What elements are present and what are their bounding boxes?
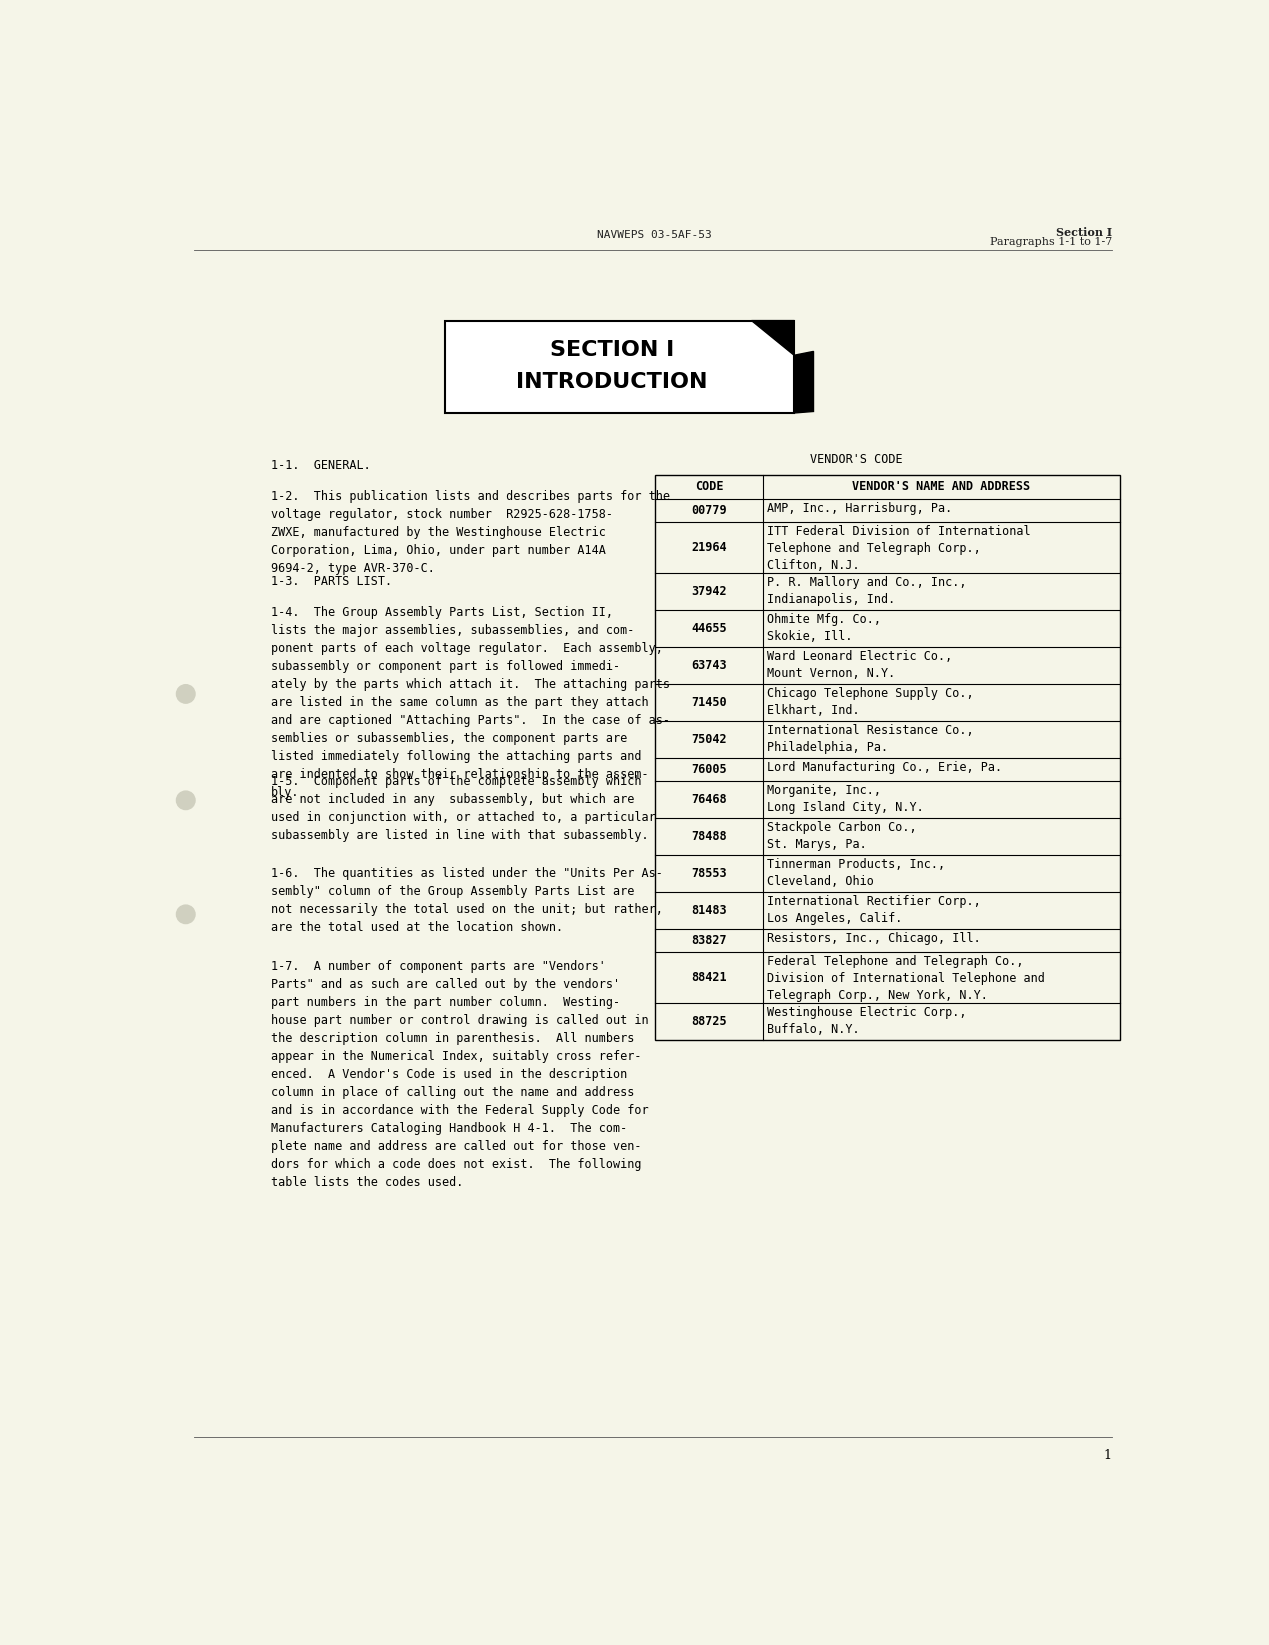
- Circle shape: [176, 905, 195, 923]
- Text: Westinghouse Electric Corp.,
Buffalo, N.Y.: Westinghouse Electric Corp., Buffalo, N.…: [766, 1005, 967, 1036]
- Text: AMP, Inc., Harrisburg, Pa.: AMP, Inc., Harrisburg, Pa.: [766, 502, 952, 515]
- Text: 71450: 71450: [692, 696, 727, 709]
- Text: Lord Manufacturing Co., Erie, Pa.: Lord Manufacturing Co., Erie, Pa.: [766, 762, 1003, 775]
- Text: VENDOR'S NAME AND ADDRESS: VENDOR'S NAME AND ADDRESS: [853, 480, 1030, 494]
- Bar: [655, 475, 1119, 1040]
- Text: VENDOR'S CODE: VENDOR'S CODE: [810, 452, 902, 466]
- Text: Ward Leonard Electric Co.,
Mount Vernon, N.Y.: Ward Leonard Electric Co., Mount Vernon,…: [766, 650, 952, 679]
- Text: 75042: 75042: [692, 734, 727, 745]
- Text: 1-7.  A number of component parts are "Vendors'
Parts" and as such are called ou: 1-7. A number of component parts are "Ve…: [272, 959, 648, 1189]
- Text: 88421: 88421: [692, 971, 727, 984]
- Text: Tinnerman Products, Inc.,
Cleveland, Ohio: Tinnerman Products, Inc., Cleveland, Ohi…: [766, 859, 945, 888]
- Text: Section I: Section I: [1056, 227, 1112, 237]
- Text: 76468: 76468: [692, 793, 727, 806]
- Text: ITT Federal Division of International
Telephone and Telegraph Corp.,
Clifton, N.: ITT Federal Division of International Te…: [766, 525, 1030, 572]
- Text: P. R. Mallory and Co., Inc.,
Indianapolis, Ind.: P. R. Mallory and Co., Inc., Indianapoli…: [766, 576, 967, 607]
- Text: Federal Telephone and Telegraph Co.,
Division of International Telephone and
Tel: Federal Telephone and Telegraph Co., Div…: [766, 956, 1044, 1002]
- Text: 21964: 21964: [692, 541, 727, 554]
- Text: 63743: 63743: [692, 660, 727, 673]
- Text: Morganite, Inc.,
Long Island City, N.Y.: Morganite, Inc., Long Island City, N.Y.: [766, 785, 924, 814]
- Text: 00779: 00779: [692, 505, 727, 517]
- Polygon shape: [794, 352, 813, 413]
- Text: 83827: 83827: [692, 934, 727, 948]
- Text: International Rectifier Corp.,
Los Angeles, Calif.: International Rectifier Corp., Los Angel…: [766, 895, 981, 924]
- Text: INTRODUCTION: INTRODUCTION: [516, 372, 708, 392]
- Text: 37942: 37942: [692, 586, 727, 599]
- Text: Resistors, Inc., Chicago, Ill.: Resistors, Inc., Chicago, Ill.: [766, 933, 981, 944]
- Text: International Resistance Co.,
Philadelphia, Pa.: International Resistance Co., Philadelph…: [766, 724, 973, 753]
- Text: 88725: 88725: [692, 1015, 727, 1028]
- Text: 81483: 81483: [692, 903, 727, 916]
- Text: NAVWEPS 03-5AF-53: NAVWEPS 03-5AF-53: [598, 230, 712, 240]
- Text: 44655: 44655: [692, 622, 727, 635]
- Text: CODE: CODE: [694, 480, 723, 494]
- Text: 1-4.  The Group Assembly Parts List, Section II,
lists the major assemblies, sub: 1-4. The Group Assembly Parts List, Sect…: [272, 605, 670, 798]
- Text: SECTION I: SECTION I: [549, 341, 674, 360]
- Text: 1-3.  PARTS LIST.: 1-3. PARTS LIST.: [272, 574, 392, 587]
- Text: 1-6.  The quantities as listed under the "Units Per As-
sembly" column of the Gr: 1-6. The quantities as listed under the …: [272, 867, 662, 934]
- Text: 1-1.  GENERAL.: 1-1. GENERAL.: [272, 459, 371, 472]
- Text: Ohmite Mfg. Co.,
Skokie, Ill.: Ohmite Mfg. Co., Skokie, Ill.: [766, 614, 881, 643]
- Bar: [445, 321, 794, 413]
- Circle shape: [176, 791, 195, 809]
- Text: Paragraphs 1-1 to 1-7: Paragraphs 1-1 to 1-7: [990, 237, 1112, 247]
- Polygon shape: [751, 321, 794, 355]
- Text: 76005: 76005: [692, 763, 727, 776]
- Circle shape: [176, 684, 195, 702]
- Text: Stackpole Carbon Co.,
St. Marys, Pa.: Stackpole Carbon Co., St. Marys, Pa.: [766, 821, 916, 850]
- Text: 1: 1: [1104, 1449, 1112, 1462]
- Text: 1-5.  Component parts of the complete assembly which
are not included in any  su: 1-5. Component parts of the complete ass…: [272, 775, 656, 842]
- Text: 1-2.  This publication lists and describes parts for the
voltage regulator, stoc: 1-2. This publication lists and describe…: [272, 490, 670, 576]
- Text: 78488: 78488: [692, 831, 727, 842]
- Text: Chicago Telephone Supply Co.,
Elkhart, Ind.: Chicago Telephone Supply Co., Elkhart, I…: [766, 688, 973, 717]
- Text: 78553: 78553: [692, 867, 727, 880]
